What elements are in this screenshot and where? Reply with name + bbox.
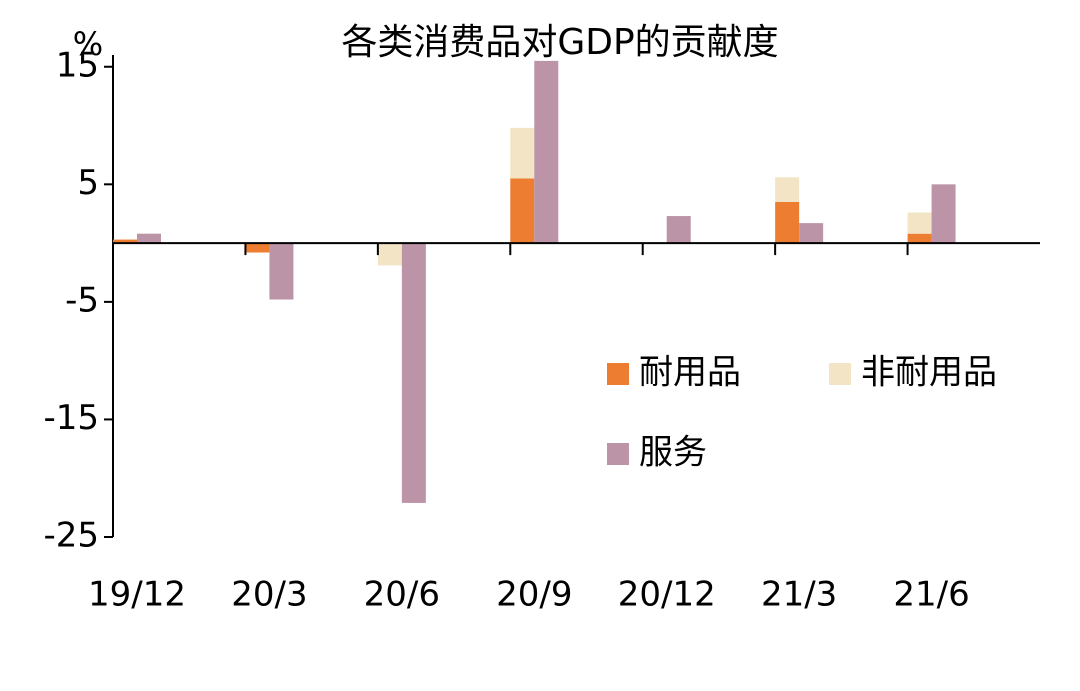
y-unit: % bbox=[73, 25, 103, 63]
bar bbox=[907, 233, 932, 244]
x-tick-label: 20/9 bbox=[496, 575, 572, 615]
x-tick-label: 21/3 bbox=[761, 575, 837, 615]
x-tick-label: 19/12 bbox=[88, 575, 186, 615]
chart-title: 各类消费品对GDP的贡献度 bbox=[341, 22, 778, 63]
bar bbox=[534, 60, 559, 244]
bar bbox=[775, 177, 800, 202]
legend-swatch bbox=[607, 443, 629, 465]
bar bbox=[931, 184, 956, 244]
bar bbox=[510, 127, 535, 179]
bar bbox=[907, 212, 932, 234]
y-tick-label: -25 bbox=[43, 516, 99, 556]
bar bbox=[401, 243, 426, 503]
x-tick-label: 21/6 bbox=[893, 575, 969, 615]
x-tick-label: 20/12 bbox=[618, 575, 716, 615]
bar bbox=[666, 216, 691, 244]
bar bbox=[137, 233, 161, 244]
bar bbox=[775, 201, 800, 244]
bar bbox=[377, 243, 402, 266]
legend-label: 非耐用品 bbox=[861, 353, 997, 393]
bar bbox=[269, 243, 294, 300]
legend-swatch bbox=[607, 363, 629, 385]
y-tick-label: -15 bbox=[43, 398, 99, 438]
legend-label: 耐用品 bbox=[639, 353, 741, 393]
y-tick-label: -5 bbox=[65, 280, 99, 320]
y-tick-label: 15 bbox=[56, 45, 99, 85]
y-tick-label: 5 bbox=[77, 163, 99, 203]
legend-swatch bbox=[829, 363, 851, 385]
bar bbox=[510, 178, 535, 244]
x-tick-label: 20/3 bbox=[231, 575, 307, 615]
bar bbox=[245, 243, 270, 253]
legend-label: 服务 bbox=[639, 433, 707, 473]
bar bbox=[113, 239, 137, 244]
x-tick-label: 20/6 bbox=[364, 575, 440, 615]
bar bbox=[799, 223, 824, 244]
